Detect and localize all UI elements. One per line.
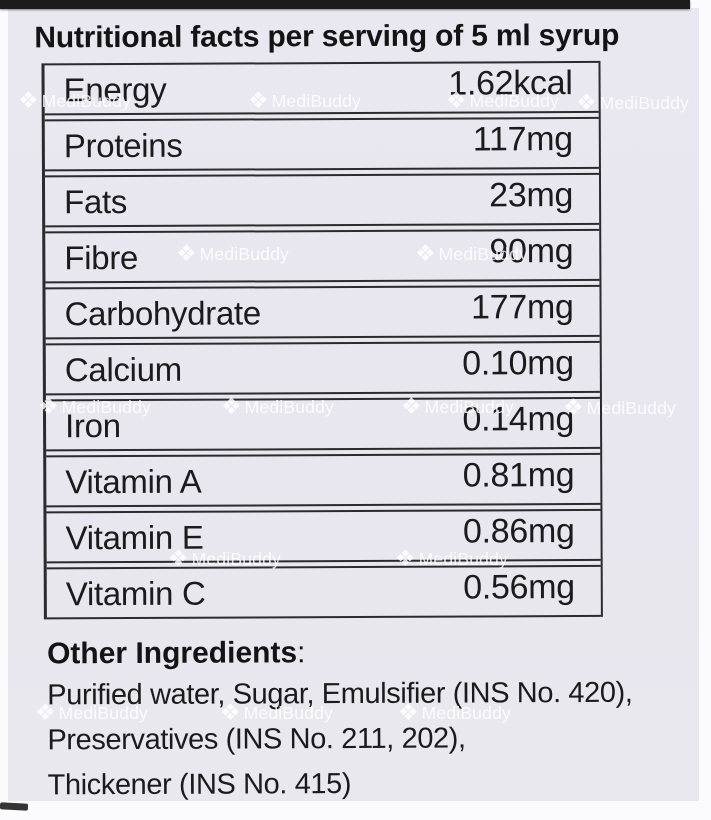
nutrient-value: 0.86mg bbox=[462, 511, 575, 551]
nutrient-value: 0.10mg bbox=[462, 343, 574, 383]
other-ingredients-heading-text: Other Ingredients bbox=[46, 636, 298, 671]
nutrient-value: 117mg bbox=[472, 119, 573, 158]
label-background bbox=[8, 8, 699, 801]
other-ingredients-colon: : bbox=[297, 636, 306, 670]
nutrient-name: Proteins bbox=[63, 126, 183, 165]
nutrient-row: Vitamin C 0.56mg bbox=[46, 564, 601, 620]
nutrient-row: Iron 0.14mg bbox=[45, 396, 601, 452]
nutrient-name: Energy bbox=[63, 70, 167, 109]
nutrient-row: Carbohydrate 177mg bbox=[45, 284, 600, 340]
nutrient-value: 1.62kcal bbox=[448, 63, 573, 103]
nutrient-value: 177mg bbox=[471, 287, 574, 326]
nutrient-name: Fibre bbox=[64, 238, 139, 277]
nutrient-value: 0.81mg bbox=[462, 455, 575, 495]
nutrient-row: Vitamin E 0.86mg bbox=[46, 508, 601, 564]
nutrient-value: 0.14mg bbox=[462, 399, 575, 439]
nutrient-row: Proteins 117mg bbox=[44, 116, 599, 172]
nutrient-row: Vitamin A 0.81mg bbox=[46, 452, 601, 508]
photo-top-edge bbox=[0, 0, 690, 9]
nutrient-name: Calcium bbox=[64, 350, 182, 389]
nutrient-value: 0.56mg bbox=[463, 567, 575, 607]
nutrition-facts-table: Energy 1.62kcal Proteins 117mg Fats 23mg… bbox=[41, 60, 603, 620]
nutrient-value: 23mg bbox=[489, 175, 574, 214]
nutrient-row: Calcium 0.10mg bbox=[45, 340, 600, 396]
nutrient-row: Energy 1.62kcal bbox=[44, 60, 599, 116]
nutrient-name: Vitamin A bbox=[65, 462, 202, 501]
nutrient-name: Iron bbox=[64, 407, 121, 445]
label-title: Nutritional facts per serving of 5 ml sy… bbox=[34, 18, 620, 55]
nutrient-row: Fibre 90mg bbox=[45, 228, 600, 284]
nutrient-name: Fats bbox=[64, 182, 128, 221]
ingredients-line: Preservatives (INS No. 211, 202), bbox=[47, 722, 466, 757]
nutrient-name: Vitamin E bbox=[65, 518, 204, 557]
ingredients-line: Purified water, Sugar, Emulsifier (INS N… bbox=[47, 676, 633, 712]
ingredients-line: Thickener (INS No. 415) bbox=[47, 768, 352, 802]
nutrient-value: 90mg bbox=[489, 231, 574, 270]
nutrient-row: Fats 23mg bbox=[44, 172, 600, 228]
other-ingredients-heading: Other Ingredients: bbox=[47, 636, 306, 671]
nutrient-name: Carbohydrate bbox=[64, 294, 262, 333]
nutrient-name: Vitamin C bbox=[65, 574, 206, 613]
other-ingredients-list: Purified water, Sugar, Emulsifier (INS N… bbox=[47, 671, 668, 809]
